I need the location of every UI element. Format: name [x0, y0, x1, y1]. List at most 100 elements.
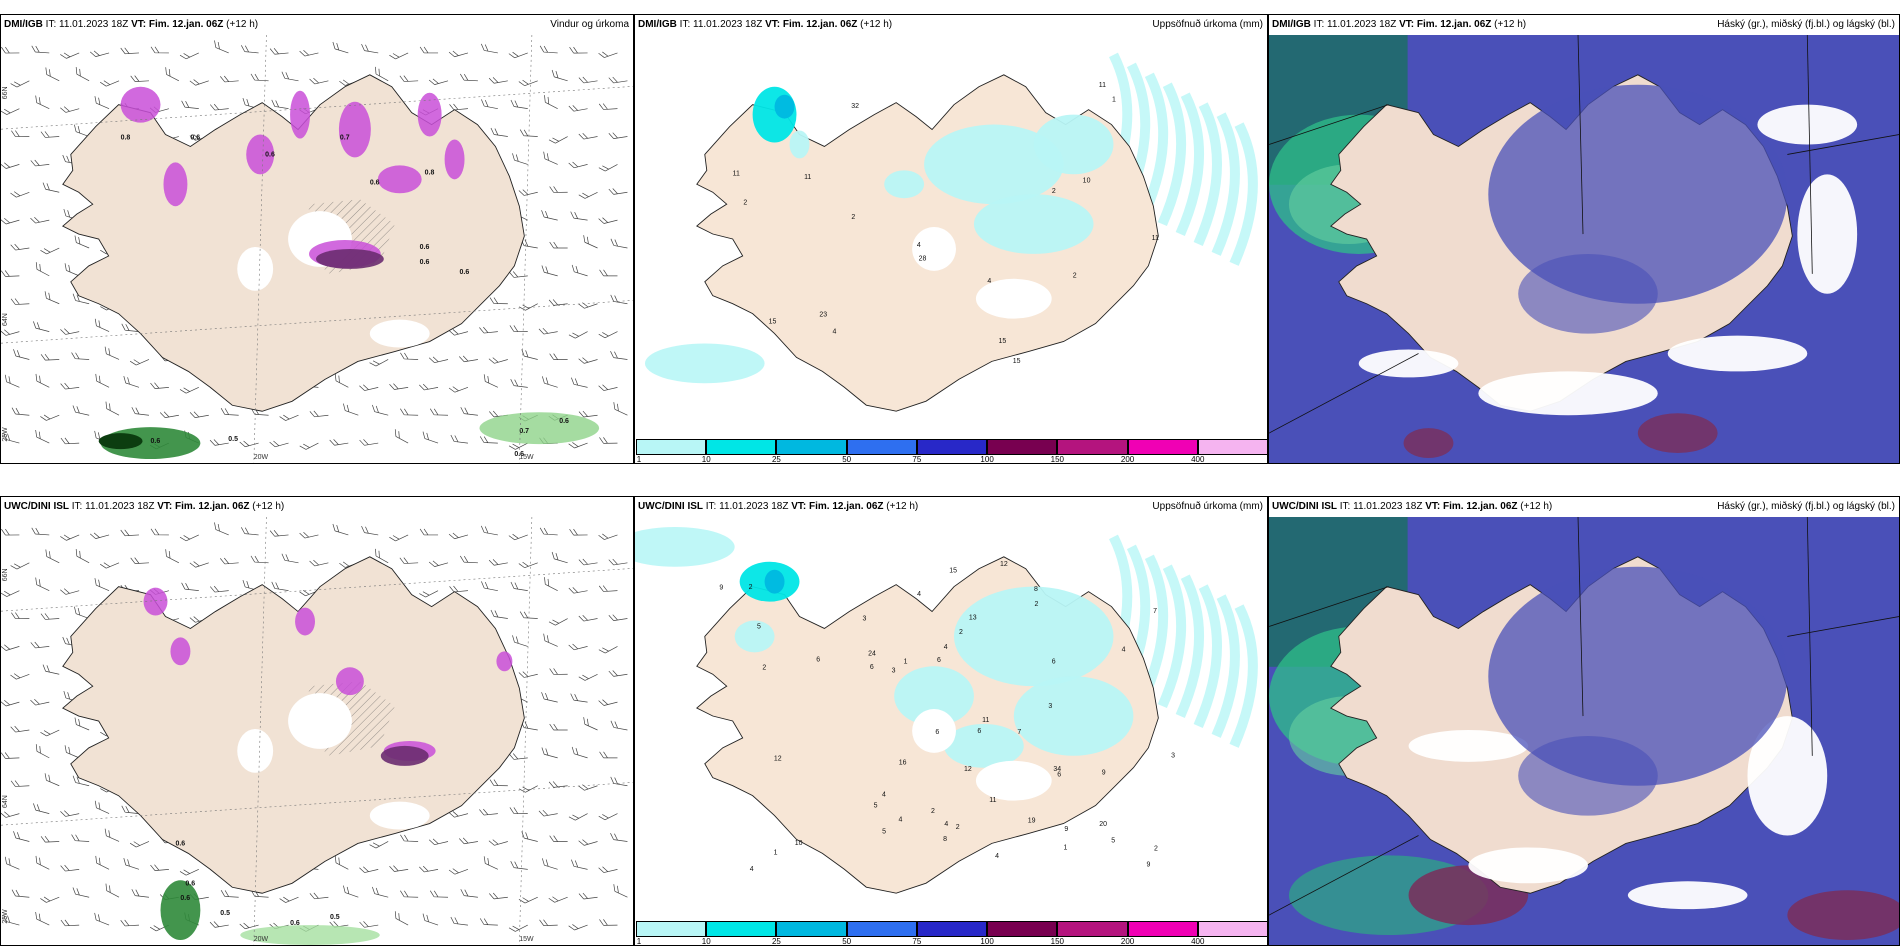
wind-barb — [449, 103, 468, 111]
wind-barb — [610, 833, 628, 842]
accum-precip-area — [1013, 676, 1134, 756]
init-time-label: IT: — [71, 501, 83, 512]
precip-point-label: 2 — [762, 665, 766, 672]
valid-time-label: VT: — [765, 19, 781, 30]
wind-barb — [60, 919, 80, 927]
offshore-precip-streak — [1211, 112, 1240, 256]
precip-value-label: 0.7 — [340, 135, 350, 142]
glacier — [237, 729, 274, 773]
wind-barb — [94, 912, 110, 926]
wind-barb — [35, 262, 50, 277]
thick-cloud-area — [1403, 428, 1454, 459]
wind-barb — [400, 352, 419, 360]
map-area[interactable]: 0.80.60.60.70.60.80.60.60.60.60.50.70.60… — [1, 35, 633, 463]
wind-barb — [271, 581, 289, 591]
wind-barb — [551, 69, 568, 82]
glacier — [975, 278, 1052, 319]
wind-barb — [375, 548, 389, 564]
map-area[interactable]: 1 9 11 12 4 12 20 8 9 5 9 6 4 15 19 24 34 12 6 7 9 10 8 7 6 2 1 2 4 1… — [635, 517, 1267, 919]
precip-value-label: 0.6 — [420, 259, 430, 266]
projection-line — [1269, 586, 1389, 627]
precip-point-label: 9 — [1147, 861, 1151, 868]
wind-barb — [599, 919, 618, 926]
wind-barb — [549, 723, 568, 731]
precip-point-label: 5 — [1111, 837, 1115, 844]
wind-barb — [343, 885, 359, 898]
wind-barb — [544, 95, 558, 109]
precip-point-label: 12 — [964, 766, 972, 773]
wind-barb — [123, 858, 140, 870]
accum-precip-area — [953, 586, 1114, 687]
precip-value-label: 0.8 — [121, 135, 131, 142]
wind-barb — [509, 807, 528, 814]
colorbar-tick-label: 100 — [980, 455, 994, 464]
wind-barb — [1, 700, 20, 707]
precip-point-label: 4 — [882, 791, 886, 798]
wind-barb — [42, 182, 60, 193]
offshore-precip — [644, 343, 765, 384]
precip-point-label: 12 — [1000, 561, 1008, 568]
colorbar-segment — [776, 439, 847, 455]
wind-barb — [598, 164, 618, 172]
init-time-label: IT: — [679, 19, 691, 30]
model-source: UWC/DINI ISL — [1272, 501, 1337, 512]
precip-point-label: 2 — [1034, 601, 1038, 608]
wind-barb — [31, 45, 50, 54]
map-area[interactable] — [1269, 517, 1899, 945]
wind-barb — [131, 889, 150, 898]
wind-barb — [179, 869, 199, 876]
precip-point-label: 1 — [1064, 845, 1068, 852]
panel-title: Háský (gr.), miðský (fj.bl.) og lágský (… — [1717, 19, 1895, 30]
projection-line — [1269, 104, 1389, 145]
wind-barb — [129, 359, 150, 366]
wind-barb — [10, 80, 30, 88]
wind-barb — [75, 67, 90, 82]
precip-point-label: 3 — [892, 668, 896, 675]
wind-barb — [4, 374, 20, 388]
wind-barb — [544, 577, 558, 591]
precip-point-label: 2 — [1073, 273, 1077, 280]
wind-barb — [40, 835, 60, 843]
map-area[interactable]: 15 32 23 11 10 15 11 2 28 4 15 11 4 4 2 11 2 1 2 — [635, 35, 1267, 437]
wind-barb — [549, 241, 568, 249]
wind-barb — [598, 585, 618, 592]
wind-barb — [71, 352, 90, 360]
wind-barb — [483, 374, 499, 388]
wind-barb — [159, 411, 179, 418]
wind-barb — [40, 353, 60, 361]
wind-barb — [104, 828, 120, 842]
wind-barb — [35, 95, 50, 109]
offshore-precip — [160, 880, 201, 941]
wind-barb — [518, 303, 538, 311]
init-time: 11.01.2023 18Z — [59, 19, 129, 30]
wind-barb — [568, 587, 588, 594]
precip-area — [290, 90, 311, 139]
precip-point-label: 16 — [899, 759, 907, 766]
wind-barb — [598, 646, 618, 654]
valid-time-label: VT: — [1425, 501, 1441, 512]
precip-value-label: 0.8 — [425, 169, 435, 176]
wind-barb — [332, 523, 349, 536]
wind-barb — [571, 746, 588, 759]
precip-point-label: 5 — [757, 624, 761, 631]
wind-barb — [4, 856, 20, 870]
map-area[interactable]: 0.6 0.6 0.5 0.6 0.6 0.5 66N 64N 25W 20W 15W — [1, 517, 633, 945]
wind-barb — [429, 890, 449, 898]
precip-point-label: 9 — [1064, 826, 1068, 833]
wind-barb — [541, 747, 558, 759]
panel-title: Háský (gr.), miðský (fj.bl.) og lágský (… — [1717, 501, 1895, 512]
init-time: 11.01.2023 18Z — [719, 501, 789, 512]
precip-colorbar: 1 10 25 50 75 100 150 200 400 — [635, 437, 1267, 463]
precip-point-label: 11 — [804, 174, 811, 181]
offshore-precip — [635, 526, 735, 567]
high-cloud-over-land — [1518, 735, 1658, 816]
wind-barb — [1, 644, 20, 651]
colorbar-segment — [636, 439, 707, 455]
wind-barb — [30, 159, 50, 167]
projection-line — [1269, 835, 1419, 916]
map-area[interactable] — [1269, 35, 1899, 463]
wind-barb — [220, 890, 239, 898]
wind-barb — [1, 811, 20, 818]
colorbar-segment — [916, 439, 988, 455]
lon-25-label: 25W — [2, 909, 9, 924]
